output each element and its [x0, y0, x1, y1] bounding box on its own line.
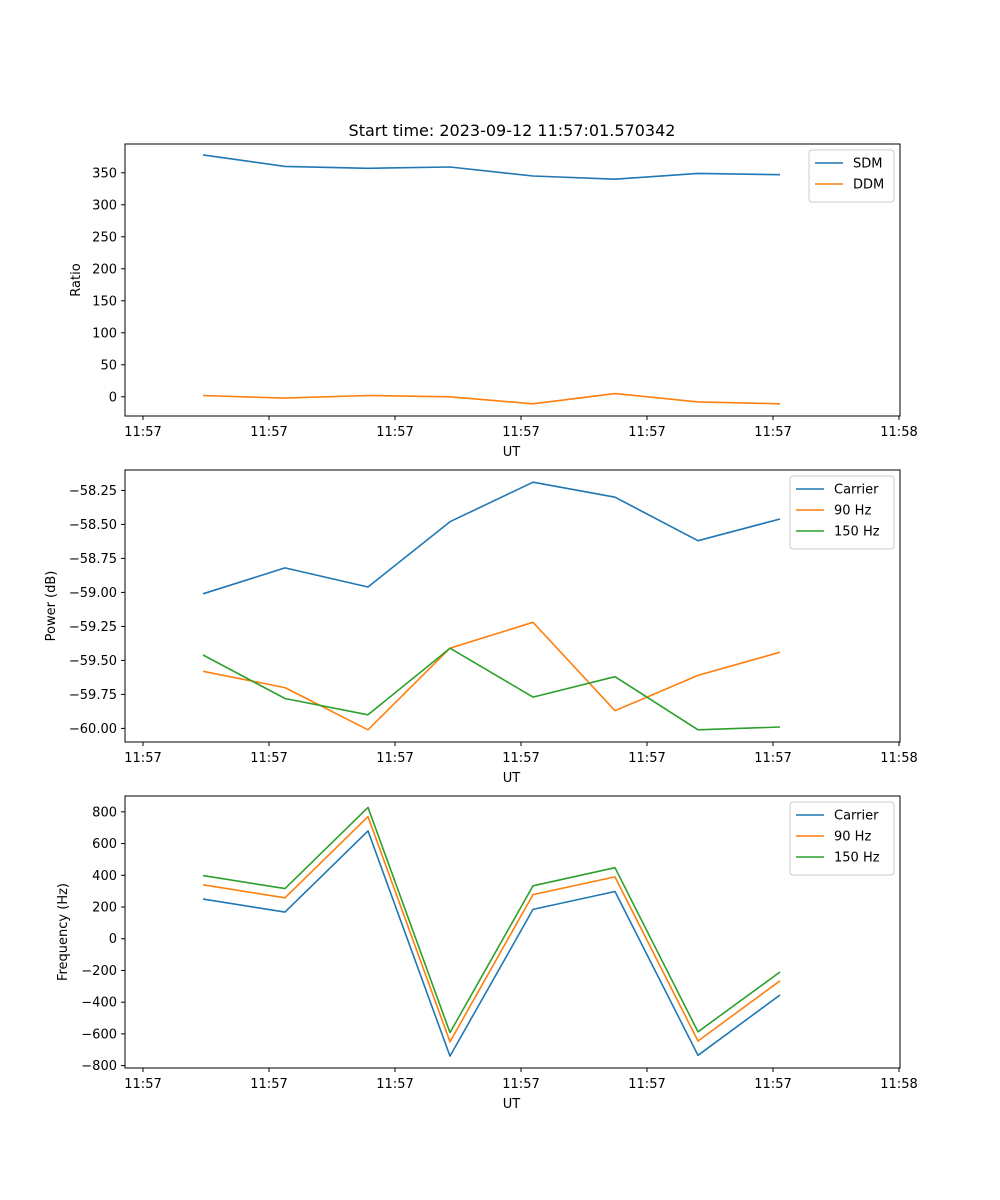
- series-line-90-hz: [202, 815, 781, 1043]
- legend-entry: Carrier: [834, 809, 879, 824]
- y-tick-label: 50: [100, 358, 117, 373]
- x-tick-label: 11:57: [250, 425, 287, 440]
- legend-entry: DDM: [853, 178, 884, 193]
- y-tick-label: 400: [92, 869, 117, 884]
- y-tick-label: 800: [92, 805, 117, 820]
- legend: Carrier 90 Hz 150 Hz: [789, 801, 895, 876]
- x-tick-label: 11:57: [376, 751, 413, 766]
- series-line-sdm: [202, 154, 781, 180]
- series-line-150-hz: [202, 806, 781, 1034]
- y-tick-label: 250: [92, 230, 117, 245]
- y-tick-label: −58.50: [69, 518, 117, 533]
- legend-entry: 90 Hz: [834, 504, 871, 519]
- x-tick-label: 11:57: [124, 425, 161, 440]
- y-tick-label: −200: [81, 964, 117, 979]
- x-tick-label: 11:57: [250, 751, 287, 766]
- x-tick-label: 11:57: [628, 751, 665, 766]
- x-tick-label: 11:57: [376, 425, 413, 440]
- ratio-panel: 11:57 11:57 11:57 11:57 11:57 11:57 11:58 0 50 10…: [69, 143, 918, 460]
- legend-entry: Carrier: [834, 483, 879, 498]
- y-tick-label: 100: [92, 326, 117, 341]
- y-tick-label: −60.00: [69, 722, 117, 737]
- series-line-150-hz: [202, 647, 781, 731]
- y-tick-label: −400: [81, 996, 117, 1011]
- legend-entry: 150 Hz: [834, 851, 880, 866]
- legend: SDM DDM: [808, 149, 895, 203]
- y-axis-label: Frequency (Hz): [56, 883, 71, 981]
- chart-title: Start time: 2023-09-12 11:57:01.570342: [349, 121, 676, 140]
- frequency-panel: 11:57 11:57 11:57 11:57 11:57 11:57 11:58 −800 −…: [56, 795, 918, 1112]
- y-tick-label: −600: [81, 1027, 117, 1042]
- power-panel: 11:57 11:57 11:57 11:57 11:57 11:57 11:58 −60.0…: [44, 469, 918, 786]
- legend-entry: 90 Hz: [834, 830, 871, 845]
- legend-entry: SDM: [853, 157, 882, 172]
- x-axis-label: UT: [503, 445, 521, 460]
- series-line-carrier: [202, 830, 781, 1057]
- x-tick-label: 11:58: [880, 425, 917, 440]
- x-axis-label: UT: [503, 771, 521, 786]
- series-line-90-hz: [202, 621, 781, 731]
- y-tick-label: 300: [92, 198, 117, 213]
- x-tick-label: 11:57: [754, 425, 791, 440]
- y-axis-label: Ratio: [69, 263, 84, 296]
- x-tick-label: 11:57: [124, 751, 161, 766]
- x-tick-label: 11:57: [502, 425, 539, 440]
- y-tick-label: 0: [109, 932, 117, 947]
- x-tick-label: 11:57: [502, 751, 539, 766]
- x-tick-label: 11:57: [628, 425, 665, 440]
- y-tick-label: 600: [92, 837, 117, 852]
- y-tick-label: 200: [92, 901, 117, 916]
- y-tick-label: −59.75: [69, 688, 117, 703]
- y-tick-label: −800: [81, 1059, 117, 1074]
- y-tick-label: −59.25: [69, 620, 117, 635]
- y-tick-label: −58.25: [69, 484, 117, 499]
- x-tick-label: 11:58: [880, 751, 917, 766]
- y-axis-label: Power (dB): [44, 571, 59, 642]
- x-tick-label: 11:57: [754, 751, 791, 766]
- x-tick-label: 11:57: [250, 1077, 287, 1092]
- y-tick-label: 350: [92, 166, 117, 181]
- x-tick-label: 11:57: [502, 1077, 539, 1092]
- axes-frame: [124, 143, 901, 417]
- y-tick-label: −59.00: [69, 586, 117, 601]
- x-tick-label: 11:57: [124, 1077, 161, 1092]
- legend-entry: 150 Hz: [834, 525, 880, 540]
- x-tick-label: 11:58: [880, 1077, 917, 1092]
- x-tick-label: 11:57: [628, 1077, 665, 1092]
- y-tick-label: 200: [92, 262, 117, 277]
- x-axis-label: UT: [503, 1097, 521, 1112]
- y-tick-label: −59.50: [69, 654, 117, 669]
- x-tick-label: 11:57: [754, 1077, 791, 1092]
- legend: Carrier 90 Hz 150 Hz: [789, 475, 895, 550]
- y-tick-label: 0: [109, 390, 117, 405]
- series-line-carrier: [202, 481, 781, 595]
- axes-frame: [124, 795, 901, 1069]
- y-tick-label: −58.75: [69, 552, 117, 567]
- series-line-ddm: [202, 392, 781, 405]
- y-tick-label: 150: [92, 294, 117, 309]
- x-tick-label: 11:57: [376, 1077, 413, 1092]
- axes-frame: [124, 469, 901, 743]
